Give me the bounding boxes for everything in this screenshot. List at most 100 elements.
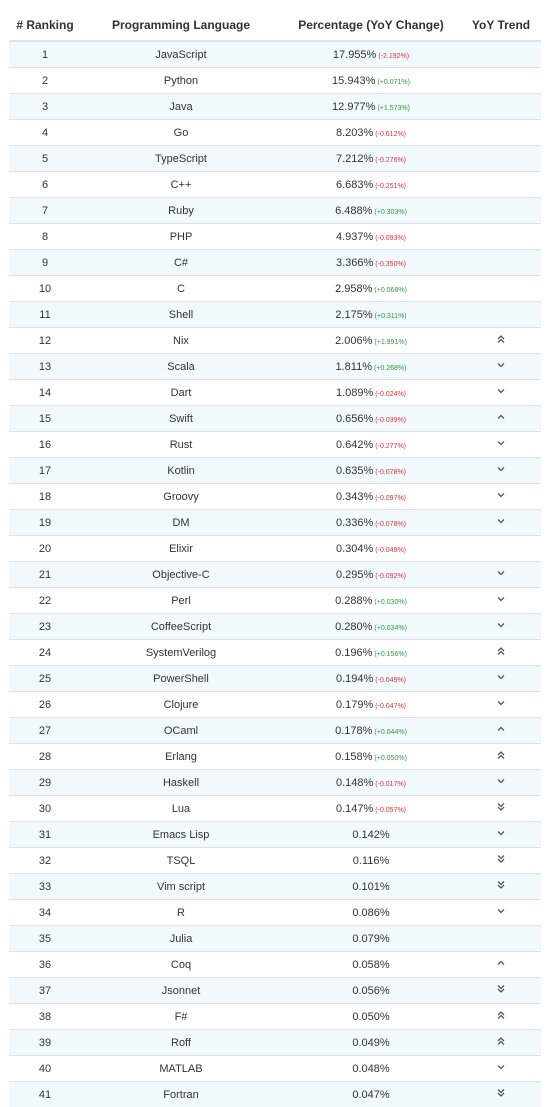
- rank-cell: 2: [9, 68, 81, 94]
- trend-cell: [461, 1082, 541, 1107]
- percentage-value: 7.212%: [336, 153, 373, 165]
- trend-cell: [461, 276, 541, 302]
- percentage-value: 0.050%: [352, 1011, 389, 1023]
- language-cell: Coq: [81, 952, 281, 978]
- language-cell: F#: [81, 1004, 281, 1030]
- yoy-change: (+0.034%): [374, 625, 407, 632]
- chevron-down-icon: [494, 670, 508, 684]
- chevron-down-icon: [494, 358, 508, 372]
- language-cell: DM: [81, 510, 281, 536]
- yoy-change: (-0.350%): [375, 261, 406, 268]
- percentage-cell: 0.280%(+0.034%): [281, 614, 461, 640]
- double-chevron-down-icon: [494, 852, 508, 866]
- trend-cell: [461, 41, 541, 68]
- rank-cell: 21: [9, 562, 81, 588]
- percentage-value: 0.635%: [336, 465, 373, 477]
- header-ranking[interactable]: # Ranking: [9, 10, 81, 41]
- trend-cell: [461, 718, 541, 744]
- rank-cell: 12: [9, 328, 81, 354]
- percentage-cell: 0.049%: [281, 1030, 461, 1056]
- yoy-change: (-0.049%): [375, 677, 406, 684]
- rank-cell: 8: [9, 224, 81, 250]
- header-percentage[interactable]: Percentage (YoY Change): [281, 10, 461, 41]
- trend-cell: [461, 952, 541, 978]
- yoy-change: (-0.251%): [375, 183, 406, 190]
- percentage-value: 0.101%: [352, 881, 389, 893]
- chevron-up-icon: [494, 722, 508, 736]
- yoy-change: (-0.017%): [375, 781, 406, 788]
- header-trend[interactable]: YoY Trend: [461, 10, 541, 41]
- yoy-change: (-2.192%): [378, 53, 409, 60]
- double-chevron-down-icon: [494, 800, 508, 814]
- yoy-change: (-0.078%): [375, 521, 406, 528]
- yoy-change: (-0.057%): [375, 807, 406, 814]
- percentage-cell: 0.086%: [281, 900, 461, 926]
- double-chevron-up-icon: [494, 748, 508, 762]
- language-cell: Groovy: [81, 484, 281, 510]
- percentage-cell: 2.958%(+0.068%): [281, 276, 461, 302]
- rank-cell: 27: [9, 718, 81, 744]
- rank-cell: 25: [9, 666, 81, 692]
- percentage-value: 0.194%: [336, 673, 373, 685]
- yoy-change: (+1.991%): [374, 339, 407, 346]
- chevron-down-icon: [494, 618, 508, 632]
- trend-cell: [461, 770, 541, 796]
- yoy-change: (-0.093%): [375, 235, 406, 242]
- percentage-value: 0.196%: [335, 647, 372, 659]
- trend-cell: [461, 926, 541, 952]
- double-chevron-down-icon: [494, 1086, 508, 1100]
- percentage-cell: 0.079%: [281, 926, 461, 952]
- language-cell: Erlang: [81, 744, 281, 770]
- rank-cell: 13: [9, 354, 81, 380]
- rank-cell: 18: [9, 484, 81, 510]
- double-chevron-up-icon: [494, 1008, 508, 1022]
- percentage-value: 0.642%: [336, 439, 373, 451]
- rank-cell: 38: [9, 1004, 81, 1030]
- percentage-value: 0.116%: [353, 855, 390, 867]
- header-language[interactable]: Programming Language: [81, 10, 281, 41]
- percentage-value: 2.175%: [335, 309, 372, 321]
- chevron-down-icon: [494, 488, 508, 502]
- trend-cell: [461, 432, 541, 458]
- language-cell: CoffeeScript: [81, 614, 281, 640]
- percentage-cell: 0.642%(-0.277%): [281, 432, 461, 458]
- percentage-cell: 1.089%(-0.024%): [281, 380, 461, 406]
- percentage-cell: 8.203%(-0.612%): [281, 120, 461, 146]
- percentage-cell: 0.343%(-0.097%): [281, 484, 461, 510]
- trend-cell: [461, 562, 541, 588]
- language-cell: Perl: [81, 588, 281, 614]
- language-cell: Haskell: [81, 770, 281, 796]
- table-header-row: # Ranking Programming Language Percentag…: [9, 10, 541, 41]
- percentage-cell: 6.683%(-0.251%): [281, 172, 461, 198]
- trend-cell: [461, 406, 541, 432]
- chevron-down-icon: [494, 384, 508, 398]
- trend-cell: [461, 640, 541, 666]
- percentage-value: 1.811%: [336, 361, 373, 373]
- trend-cell: [461, 1004, 541, 1030]
- yoy-change: (-0.049%): [375, 547, 406, 554]
- percentage-cell: 0.295%(-0.092%): [281, 562, 461, 588]
- percentage-value: 0.047%: [352, 1089, 389, 1101]
- percentage-cell: 3.366%(-0.350%): [281, 250, 461, 276]
- rank-cell: 22: [9, 588, 81, 614]
- yoy-change: (+1.573%): [377, 105, 410, 112]
- trend-cell: [461, 120, 541, 146]
- trend-cell: [461, 198, 541, 224]
- percentage-cell: 15.943%(+0.071%): [281, 68, 461, 94]
- language-cell: MATLAB: [81, 1056, 281, 1082]
- percentage-cell: 0.178%(+0.044%): [281, 718, 461, 744]
- trend-cell: [461, 666, 541, 692]
